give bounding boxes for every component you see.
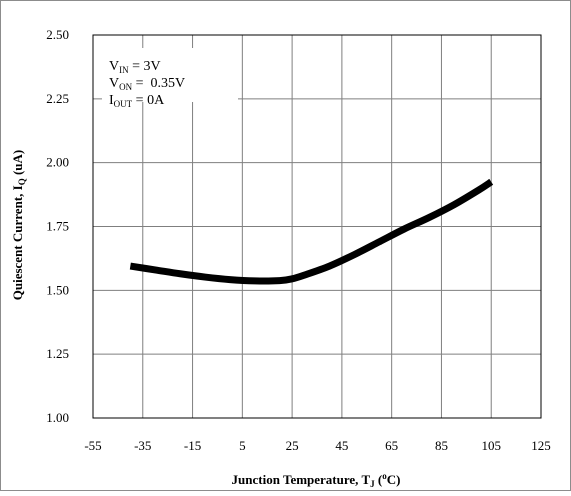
annotation-vin: VIN = 3V <box>109 59 161 75</box>
y-axis-title-unit: (uA) <box>10 150 25 179</box>
x-tick-label: -35 <box>134 438 151 453</box>
x-axis-title: Junction Temperature, TJ (oC) <box>232 471 401 489</box>
annotation-von: VON = 0.35V <box>109 76 185 92</box>
tick-labels: -55 -35 -15 5 25 45 65 85 105 125 1.00 1.25 1.50 1.75… <box>46 27 551 453</box>
series-layer <box>129 178 494 285</box>
annotation-von-sub: ON <box>119 82 132 92</box>
x-axis-title-unit-sup: o <box>382 471 387 481</box>
annotation-iout-main: I <box>109 93 114 108</box>
x-axis-title-main: Junction Temperature, T <box>232 472 371 487</box>
x-tick-label: 125 <box>531 438 551 453</box>
x-axis-title-unit-open: ( <box>375 472 383 487</box>
annotation-vin-sub: IN <box>119 65 129 75</box>
annotation-vin-value: = 3V <box>129 59 161 74</box>
x-tick-label: 45 <box>335 438 348 453</box>
y-tick-label: 1.75 <box>46 219 69 234</box>
condition-annotation: VIN = 3V VON = 0.35V IOUT = 0A <box>102 48 238 109</box>
x-axis-title-sub: J <box>370 479 375 489</box>
x-axis-title-unit-close: C) <box>387 472 401 487</box>
x-tick-label: 105 <box>481 438 501 453</box>
y-tick-label: 2.00 <box>46 155 69 170</box>
x-tick-label: 65 <box>385 438 398 453</box>
annotation-vin-main: V <box>109 59 119 74</box>
x-tick-label: 5 <box>239 438 246 453</box>
annotation-box <box>102 48 238 102</box>
y-tick-label: 1.25 <box>46 346 69 361</box>
annotation-von-value: = 0.35V <box>132 76 185 91</box>
plot-area <box>92 34 542 419</box>
annotation-iout-sub: OUT <box>114 99 133 109</box>
x-tick-label: 85 <box>435 438 448 453</box>
y-tick-label: 1.00 <box>46 410 69 425</box>
x-tick-label: 25 <box>286 438 299 453</box>
y-tick-label: 1.50 <box>46 282 69 297</box>
x-tick-label: -15 <box>184 438 201 453</box>
y-axis-title-sub: Q <box>17 178 27 185</box>
y-tick-label: 2.25 <box>46 91 69 106</box>
x-tick-label: -55 <box>84 438 101 453</box>
annotation-iout: IOUT = 0A <box>109 93 165 109</box>
annotation-von-main: V <box>109 76 119 91</box>
series-line <box>129 178 494 285</box>
annotation-iout-value: = 0A <box>132 93 165 108</box>
y-tick-label: 2.50 <box>46 27 69 42</box>
y-axis-title: Quiescent Current, IQ (uA) <box>10 150 27 301</box>
y-axis-title-main: Quiescent Current, I <box>10 185 25 300</box>
